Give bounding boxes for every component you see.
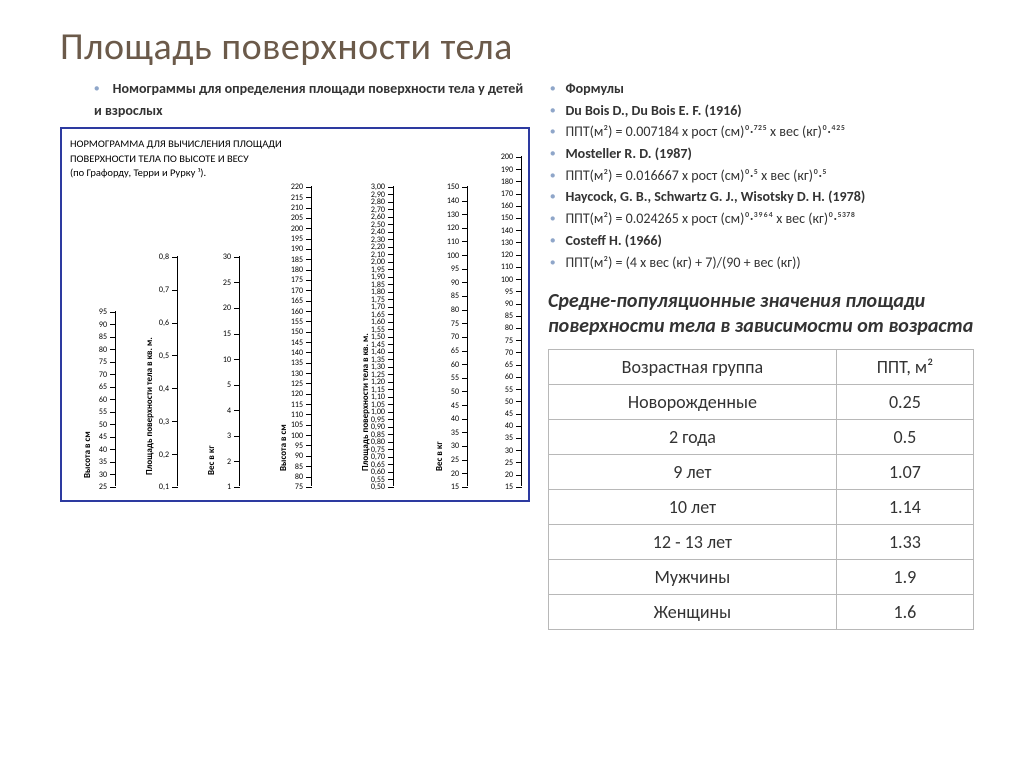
table-cell: Новорожденные <box>549 385 837 420</box>
formula-item: Mosteller R. D. (1987) <box>548 143 974 165</box>
formula-list: ФормулыDu Bois D., Du Bois E. F. (1916)П… <box>548 78 974 273</box>
left-caption-text: Номограммы для определения площади повер… <box>94 80 523 119</box>
scale-label: Высота в см <box>278 425 289 472</box>
nomogram-scale: 1501401301201101009590858075706560555045… <box>440 186 468 486</box>
formula-item: ППТ(м²) = 0.016667 х рост (см)⁰·⁵ х вес … <box>548 165 974 187</box>
table-row: Новорожденные0.25 <box>549 385 974 420</box>
table-cell: 1.33 <box>836 525 973 560</box>
scale-label: Площадь поверхности тела в кв. м. <box>144 337 155 475</box>
scale-label: Высота в см <box>82 431 93 478</box>
formula-item: Costeff H. (1966) <box>548 230 974 252</box>
table-subheading: Средне-популяционные значения площади по… <box>548 289 974 339</box>
table-cell: 10 лет <box>549 490 837 525</box>
table-cell: 1.9 <box>836 560 973 595</box>
formula-item: Haycock, G. B., Schwartz G. J., Wisotsky… <box>548 186 974 208</box>
table-cell: 9 лет <box>549 455 837 490</box>
table-cell: 1.07 <box>836 455 973 490</box>
table-cell: 12 - 13 лет <box>549 525 837 560</box>
formula-item: ППТ(м²) = (4 х вес (кг) + 7)/(90 + вес (… <box>548 252 974 274</box>
nomogram-caption: НОРМОГРАММА ДЛЯ ВЫЧИСЛЕНИЯ ПЛОЩАДИПОВЕРХ… <box>70 137 520 180</box>
table-row: 12 - 13 лет1.33 <box>549 525 974 560</box>
scale-label: Вес в кг <box>206 445 217 475</box>
left-caption: Номограммы для определения площади повер… <box>92 78 530 121</box>
table-cell: 1.14 <box>836 490 973 525</box>
table-header: ППТ, м² <box>836 350 973 385</box>
table-row: 9 лет1.07 <box>549 455 974 490</box>
table-row: Мужчины1.9 <box>549 560 974 595</box>
table-cell: 0.5 <box>836 420 973 455</box>
table-cell: 1.6 <box>836 595 973 630</box>
table-cell: 0.25 <box>836 385 973 420</box>
table-cell: Женщины <box>549 595 837 630</box>
scale-label: Площадь поверхности тела в кв. м. <box>360 334 371 472</box>
table-cell: 2 года <box>549 420 837 455</box>
formula-item: ППТ(м²) = 0.024265 х рост (см)⁰·³⁹⁶⁴ х в… <box>548 208 974 230</box>
bsa-table: Возрастная группаППТ, м² Новорожденные0.… <box>548 349 974 630</box>
scale-label: Вес в кг <box>434 442 445 472</box>
nomogram-scale: 2001901801701601501401301201101009590858… <box>494 156 522 486</box>
nomogram-scale: 959085807570656055504540353025Высота в с… <box>88 311 116 486</box>
page-title: Площадь поверхности тела <box>60 24 974 70</box>
table-header: Возрастная группа <box>549 350 837 385</box>
nomogram-scale: 2202152102052001951901851801751701651601… <box>284 186 312 486</box>
nomogram-scale: 302520151054321Вес в кг <box>212 256 240 486</box>
nomogram-box: НОРМОГРАММА ДЛЯ ВЫЧИСЛЕНИЯ ПЛОЩАДИПОВЕРХ… <box>60 127 530 502</box>
formula-item: Формулы <box>548 78 974 100</box>
formula-item: ППТ(м²) = 0.007184 х рост (см)⁰·⁷²⁵ х ве… <box>548 121 974 143</box>
table-row: Женщины1.6 <box>549 595 974 630</box>
nomogram-scale: 0,80,70,60,50,40,30,20,1Площадь поверхно… <box>150 256 178 486</box>
table-row: 10 лет1.14 <box>549 490 974 525</box>
formula-item: Du Bois D., Du Bois E. F. (1916) <box>548 100 974 122</box>
table-cell: Мужчины <box>549 560 837 595</box>
table-row: 2 года0.5 <box>549 420 974 455</box>
nomogram-scale: 3,002,902,802,702,602,502,402,302,202,10… <box>366 186 394 486</box>
